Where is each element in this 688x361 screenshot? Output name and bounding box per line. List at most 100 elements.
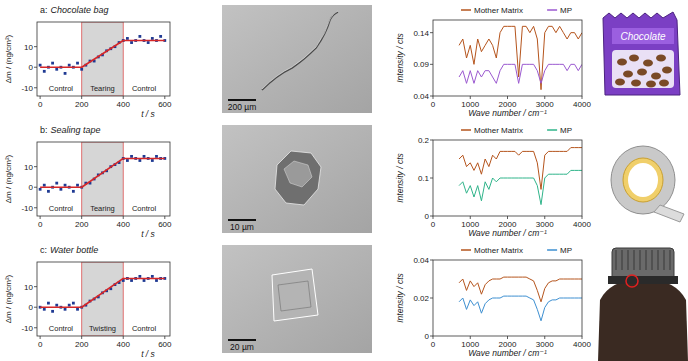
chocolate-bean — [659, 80, 669, 87]
chocolate-bean — [656, 55, 666, 62]
y-tick — [34, 87, 37, 88]
tape-core — [623, 158, 663, 202]
phase-label: Control — [49, 324, 74, 333]
tape-icon — [611, 146, 684, 222]
legend-swatch — [461, 9, 471, 11]
data-point — [76, 62, 79, 65]
x-tick-label: 4000 — [573, 220, 591, 229]
y-tick — [34, 166, 37, 167]
chocolate-bean — [617, 59, 627, 66]
x-tick — [544, 216, 545, 219]
phase-label: Control — [132, 324, 157, 333]
x-tick — [507, 336, 508, 339]
chocolate-bean — [662, 67, 672, 74]
data-point — [47, 302, 50, 305]
data-line — [459, 148, 582, 190]
data-point — [143, 279, 146, 282]
x-tick-label: 0 — [431, 100, 436, 109]
data-point — [159, 35, 162, 38]
chart: 010002000300040000.040.090.14Wave number… — [395, 6, 591, 118]
data-point — [64, 72, 67, 75]
data-point — [126, 159, 129, 162]
x-axis-label: Wave number / cm⁻¹ — [468, 108, 547, 118]
sem-background — [222, 245, 372, 353]
y-tick-label: -10 — [21, 204, 33, 213]
panel-title: a:Chocolate bag — [40, 5, 109, 15]
data-line — [40, 278, 165, 307]
y-tick-label: 0.02 — [413, 294, 429, 303]
chocolate-bean — [651, 73, 661, 80]
panel-title: b:Sealing tape — [40, 125, 101, 135]
plot-frame — [433, 260, 582, 336]
x-tick — [433, 96, 434, 99]
data-point — [130, 279, 133, 282]
x-tick — [544, 96, 545, 99]
tape-outer — [611, 146, 675, 214]
data-point — [47, 190, 50, 193]
legend-entry: Mother Matrix — [474, 246, 523, 255]
plot-frame — [37, 22, 170, 96]
sem-fiber — [262, 12, 338, 90]
x-tick — [123, 216, 124, 219]
panel-name: Chocolate bag — [51, 5, 109, 15]
y-tick — [34, 207, 37, 208]
data-point — [55, 68, 58, 71]
data-line — [459, 64, 582, 83]
cap-rib — [663, 250, 665, 270]
panel-title: c:Water bottle — [40, 245, 98, 255]
highlight-region — [82, 262, 124, 336]
plot-area — [39, 262, 166, 336]
cap-rib — [639, 250, 641, 270]
x-tick — [164, 336, 165, 339]
sem-particle-detail — [284, 161, 312, 187]
panel-letter: b: — [40, 125, 48, 135]
x-tick — [81, 96, 82, 99]
chart: ControlTearingControl0200400600-10010t /… — [4, 5, 172, 119]
sem-image: 20 µm — [222, 245, 372, 353]
legend-entry: MP — [560, 126, 572, 135]
y-tick-label: 0 — [29, 183, 34, 192]
y-tick — [34, 327, 37, 328]
y-axis-label: Δm / (ng/cm²) — [4, 34, 13, 83]
y-tick — [430, 64, 433, 65]
y-axis-label: Intensity / cts — [395, 32, 405, 82]
bag-label: Chocolate — [620, 31, 665, 42]
chocolate-bag-icon: Chocolate — [603, 12, 680, 95]
bag-label-band — [612, 28, 674, 44]
data-point — [59, 188, 62, 191]
x-tick — [582, 96, 583, 99]
cap-rib — [627, 250, 629, 270]
x-tick-label: 0 — [38, 340, 43, 349]
chocolate-bean — [615, 79, 625, 86]
y-tick — [430, 140, 433, 141]
chart: ControlTearingControl0200400600-10010t /… — [4, 125, 172, 239]
y-tick-label: 0 — [29, 63, 34, 72]
data-point — [43, 184, 46, 187]
y-axis-label: Intensity / cts — [395, 272, 405, 322]
data-point — [143, 155, 146, 158]
x-tick-label: 4000 — [573, 100, 591, 109]
y-tick-label: 0.09 — [413, 60, 429, 69]
scale-bar-label: 200 µm — [228, 102, 257, 112]
legend-swatch — [547, 129, 557, 131]
x-tick — [164, 96, 165, 99]
data-point — [126, 37, 129, 40]
cap-rib — [621, 250, 623, 270]
bag-window — [612, 50, 674, 88]
chart: 0100020003000400000.020.04Wave number / … — [395, 246, 591, 358]
data-point — [130, 41, 133, 44]
data-point — [151, 159, 154, 162]
y-tick — [430, 336, 433, 337]
highlight-circle — [626, 275, 638, 287]
panel-letter: c: — [40, 245, 47, 255]
scale-bar-label: 20 µm — [230, 342, 254, 352]
x-tick-label: 0 — [38, 220, 43, 229]
x-tick-label: 600 — [158, 340, 172, 349]
plot-frame — [37, 142, 170, 216]
y-tick — [34, 307, 37, 308]
chart: ControlTwistingControl0200400600-10010t … — [4, 245, 172, 359]
y-tick-label: 10 — [24, 283, 33, 292]
plot-frame — [433, 20, 582, 96]
data-point — [64, 308, 67, 311]
x-tick — [507, 96, 508, 99]
